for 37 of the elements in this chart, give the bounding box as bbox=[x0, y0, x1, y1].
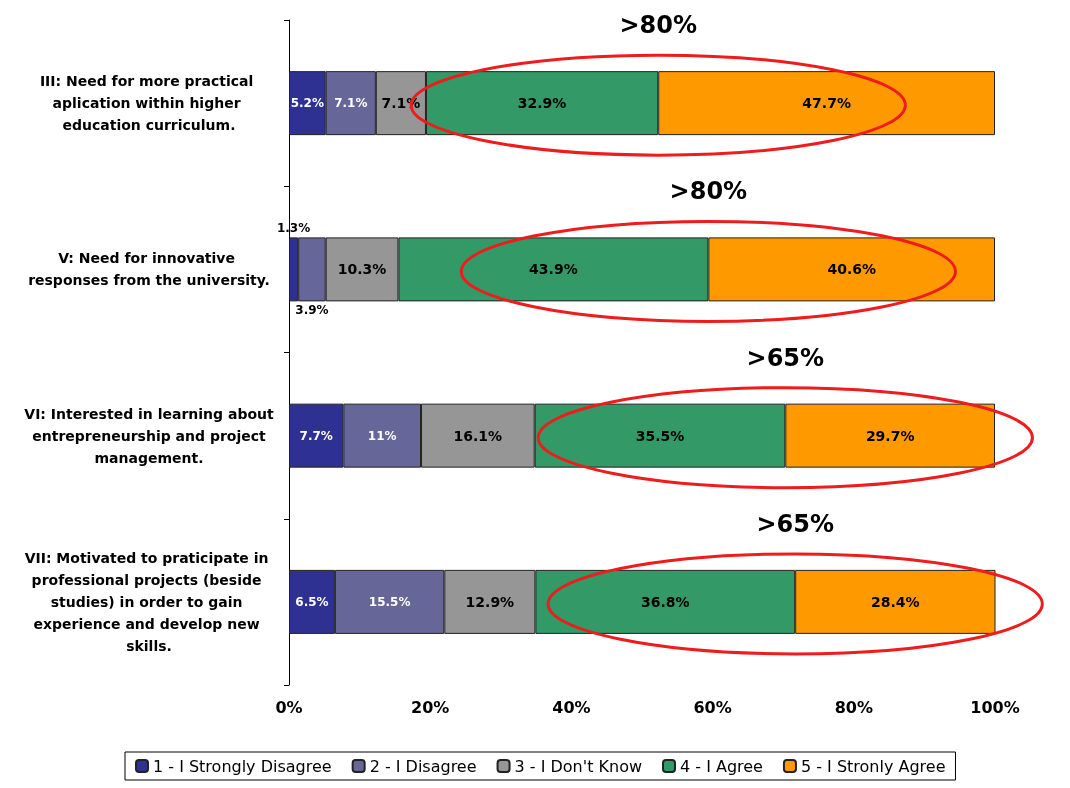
y-tick-label: III: Need for more practical aplication within higher education curriculum. bbox=[39, 73, 259, 134]
data-label: 15.5% bbox=[368, 594, 411, 609]
data-label: 28.4% bbox=[871, 593, 920, 610]
x-tick-label: 60% bbox=[693, 697, 732, 717]
x-tick-label: 100% bbox=[970, 697, 1020, 717]
data-label: 40.6% bbox=[827, 261, 876, 278]
data-label: 6.5% bbox=[295, 594, 329, 609]
x-tick-label: 0% bbox=[275, 697, 303, 717]
x-tick-label: 80% bbox=[834, 697, 873, 717]
annotation: >65% bbox=[746, 343, 825, 372]
data-label: 7.1% bbox=[334, 96, 368, 111]
data-label: 12.9% bbox=[465, 593, 515, 610]
y-tick-label: VI: Interested in learning about entrepreneurship and project management. bbox=[24, 405, 274, 466]
legend-label: 3 - I Don't Know bbox=[514, 756, 643, 776]
legend-label: 1 - I Strongly Disagree bbox=[153, 756, 332, 776]
annotation: >80% bbox=[619, 11, 698, 40]
y-tick-label: V: Need for innovative responses from the university. bbox=[28, 250, 270, 289]
y-tick-label: VII: Motivated to praticipate in professional projects (beside studies) in order to gain experience and develop new skills. bbox=[24, 549, 274, 654]
legend-label: 2 - I Disagree bbox=[369, 756, 477, 776]
legend-label: 5 - I Stronly Agree bbox=[800, 756, 946, 776]
data-label: 47.7% bbox=[802, 95, 851, 112]
data-label: 3.9% bbox=[295, 303, 329, 318]
data-label: 43.9% bbox=[529, 261, 578, 278]
data-label: 29.7% bbox=[865, 427, 915, 444]
annotation: >65% bbox=[756, 509, 834, 538]
x-tick-label: 20% bbox=[411, 697, 450, 717]
data-label: 16.1% bbox=[453, 427, 503, 444]
data-label: 10.3% bbox=[337, 261, 387, 278]
x-tick-label: 40% bbox=[552, 697, 591, 717]
data-label: 36.8% bbox=[641, 593, 690, 610]
data-label: 7.7% bbox=[299, 428, 333, 443]
data-label: 11% bbox=[367, 428, 397, 443]
legend-label: 4 - I Agree bbox=[680, 756, 763, 776]
data-label: 5.2% bbox=[290, 96, 324, 111]
data-label: 35.5% bbox=[635, 427, 685, 444]
annotation: >80% bbox=[669, 177, 748, 206]
data-label: 32.9% bbox=[517, 95, 567, 112]
